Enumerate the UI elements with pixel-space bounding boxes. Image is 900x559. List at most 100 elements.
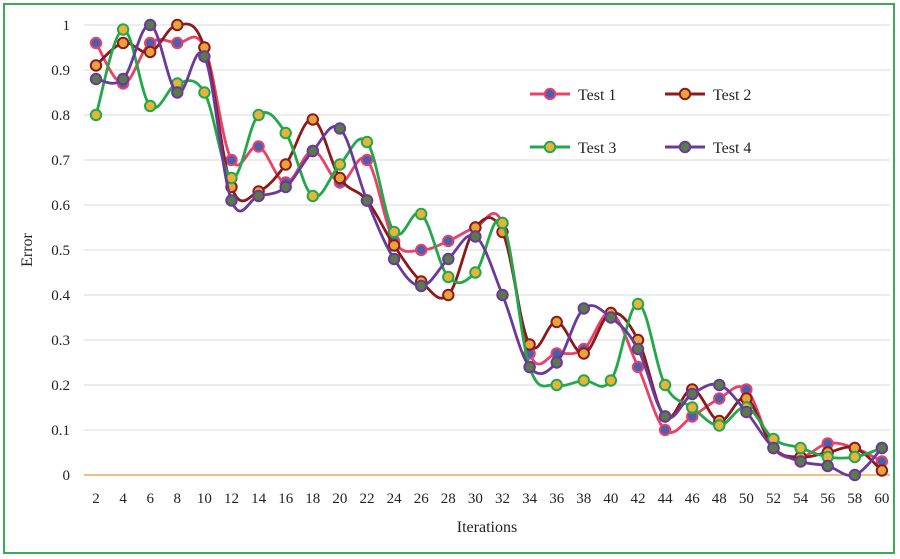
data-point [415, 243, 428, 257]
x-tick-label: 2 [92, 491, 100, 507]
data-point [89, 108, 103, 122]
legend-label: Test 4 [713, 140, 751, 157]
data-point [360, 194, 374, 207]
data-point [577, 347, 590, 360]
data-point [658, 410, 672, 423]
data-point [333, 158, 347, 171]
data-point [713, 419, 726, 432]
data-point [658, 423, 672, 437]
x-tick-label: 12 [224, 491, 239, 507]
data-point [848, 450, 861, 464]
data-point [848, 468, 861, 482]
x-tick-label: 6 [146, 491, 154, 507]
y-axis-ticks: 0 0.1 0.2 0.3 0.4 0.5 0.6 0.7 0.8 0.9 1 [51, 18, 70, 484]
legend-swatch-marker [678, 140, 692, 154]
data-point [360, 135, 374, 149]
y-tick-label: 0.8 [51, 108, 70, 124]
data-point [550, 315, 563, 329]
legend-label: Test 1 [578, 87, 616, 104]
data-point [198, 86, 211, 99]
data-point [306, 144, 319, 158]
data-point [144, 18, 157, 32]
y-tick-label: 0.1 [51, 423, 70, 439]
data-point [252, 108, 265, 122]
data-point [252, 140, 265, 153]
data-point [279, 180, 292, 194]
x-tick-label: 18 [305, 491, 320, 507]
legend-swatch-marker [543, 140, 557, 154]
data-point [740, 405, 753, 419]
y-axis-title: Error [19, 232, 36, 266]
x-tick-label: 8 [174, 491, 182, 507]
data-point [279, 158, 292, 171]
legend-swatch-marker [543, 87, 557, 101]
y-tick-label: 0.4 [51, 288, 70, 304]
x-axis-title: Iterations [457, 519, 517, 536]
data-point [415, 279, 428, 293]
x-tick-label: 26 [414, 491, 430, 507]
x-tick-label: 42 [631, 491, 646, 507]
data-point [171, 86, 184, 99]
data-point [279, 126, 292, 140]
data-point [225, 153, 238, 167]
series-test-4 [89, 18, 889, 482]
data-point [767, 441, 780, 455]
y-tick-label: 0.5 [51, 243, 70, 259]
data-point [442, 234, 455, 248]
data-point [333, 122, 347, 135]
y-tick-label: 0.9 [51, 63, 70, 79]
data-point [875, 441, 889, 455]
x-tick-label: 24 [387, 491, 403, 507]
data-point [198, 50, 211, 63]
legend-entry: Test 2 [665, 87, 751, 104]
y-tick-label: 0.6 [51, 198, 70, 214]
x-tick-label: 54 [793, 491, 809, 507]
legend-entry: Test 1 [530, 87, 616, 104]
y-tick-label: 0.3 [51, 333, 70, 349]
data-point [442, 270, 455, 284]
data-point [469, 230, 482, 243]
data-point [144, 45, 157, 59]
data-point [360, 153, 374, 167]
data-point [550, 378, 563, 392]
data-point [496, 288, 509, 302]
x-tick-label: 48 [712, 491, 727, 507]
x-tick-label: 4 [119, 491, 127, 507]
data-point [442, 288, 455, 302]
data-point [686, 387, 699, 401]
series-test-2 [89, 18, 889, 477]
x-tick-label: 20 [332, 491, 347, 507]
x-tick-label: 14 [251, 491, 267, 507]
y-tick-label: 0.7 [51, 153, 70, 169]
x-tick-label: 60 [874, 491, 889, 507]
series-test-1 [89, 35, 889, 468]
x-tick-label: 52 [766, 491, 781, 507]
data-point [686, 401, 699, 414]
x-tick-label: 22 [360, 491, 375, 507]
data-point [116, 23, 130, 36]
x-tick-label: 46 [685, 491, 701, 507]
data-point [794, 455, 807, 468]
x-tick-label: 56 [820, 491, 836, 507]
x-tick-label: 10 [197, 491, 212, 507]
x-tick-label: 40 [603, 491, 618, 507]
data-point [89, 72, 103, 86]
data-point [631, 297, 645, 311]
data-point [89, 59, 103, 72]
data-point [631, 360, 645, 374]
x-tick-label: 34 [522, 491, 538, 507]
data-point [631, 342, 645, 356]
data-point [550, 356, 563, 369]
legend-label: Test 3 [578, 140, 616, 157]
data-point [469, 266, 482, 279]
x-tick-label: 16 [278, 491, 294, 507]
data-point [415, 207, 428, 221]
data-point [252, 189, 265, 203]
x-tick-label: 38 [576, 491, 591, 507]
data-point [821, 459, 834, 473]
data-point [116, 72, 130, 86]
data-point [713, 378, 726, 392]
x-tick-label: 58 [847, 491, 862, 507]
data-point [442, 252, 455, 266]
